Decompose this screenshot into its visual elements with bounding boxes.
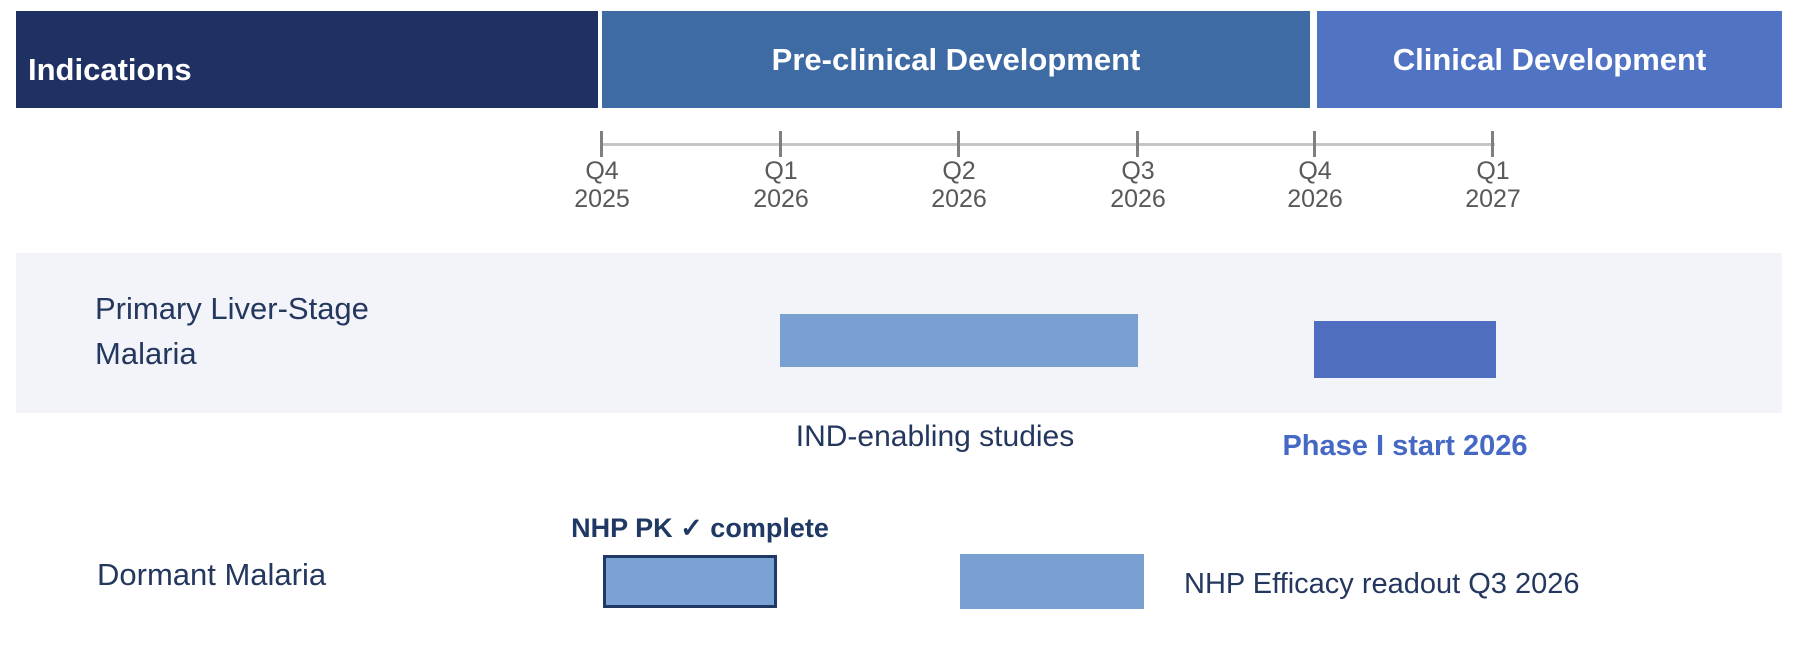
timeline-tick [1313, 131, 1316, 157]
nhp-efficacy-readout-caption: NHP Efficacy readout Q3 2026 [1184, 568, 1580, 600]
preclinical-phase-label: Pre-clinical Development [771, 41, 1141, 77]
tick-quarter: Q4 [585, 157, 619, 185]
indications-header: Indications [16, 11, 598, 108]
tick-year: 2025 [574, 185, 630, 213]
tick-quarter: Q1 [1476, 157, 1510, 185]
tick-quarter: Q2 [942, 157, 976, 185]
indications-header-label: Indications [28, 52, 192, 87]
timeline-tick [600, 131, 603, 157]
tick-quarter: Q3 [1121, 157, 1155, 185]
timeline-tick [779, 131, 782, 157]
tick-quarter: Q1 [764, 157, 798, 185]
tick-quarter: Q4 [1298, 157, 1332, 185]
timeline-tick-label: Q1 2026 [721, 157, 841, 213]
bar-ind-enabling-studies [780, 314, 1138, 367]
timeline-tick-label: Q4 2026 [1255, 157, 1375, 213]
tick-year: 2026 [1287, 185, 1343, 213]
ind-enabling-studies-caption: IND-enabling studies [795, 420, 1075, 453]
clinical-phase-label: Clinical Development [1392, 41, 1707, 77]
nhp-pk-complete-caption: NHP PK ✓ complete [571, 513, 829, 543]
timeline-tick-label: Q2 2026 [899, 157, 1019, 213]
tick-year: 2026 [931, 185, 987, 213]
preclinical-phase-header: Pre-clinical Development [602, 11, 1310, 108]
timeline-tick-label: Q3 2026 [1078, 157, 1198, 213]
timeline-tick-label: Q4 2025 [542, 157, 662, 213]
timeline-tick [1136, 131, 1139, 157]
indication-label-dormant-malaria: Dormant Malaria [97, 557, 327, 592]
timeline-axis-line [602, 143, 1495, 146]
tick-year: 2026 [753, 185, 809, 213]
bar-nhp-efficacy [960, 554, 1144, 609]
tick-year: 2027 [1465, 185, 1521, 213]
phase1-start-caption: Phase I start 2026 [1282, 430, 1528, 462]
timeline-tick [957, 131, 960, 157]
timeline-tick-label: Q1 2027 [1433, 157, 1553, 213]
bar-phase1-start [1314, 321, 1496, 378]
clinical-phase-header: Clinical Development [1317, 11, 1782, 108]
timeline-tick [1491, 131, 1494, 157]
tick-year: 2026 [1110, 185, 1166, 213]
indication-label-primary-liver-stage: Primary Liver-Stage Malaria [95, 291, 369, 371]
bar-nhp-pk [603, 555, 777, 608]
